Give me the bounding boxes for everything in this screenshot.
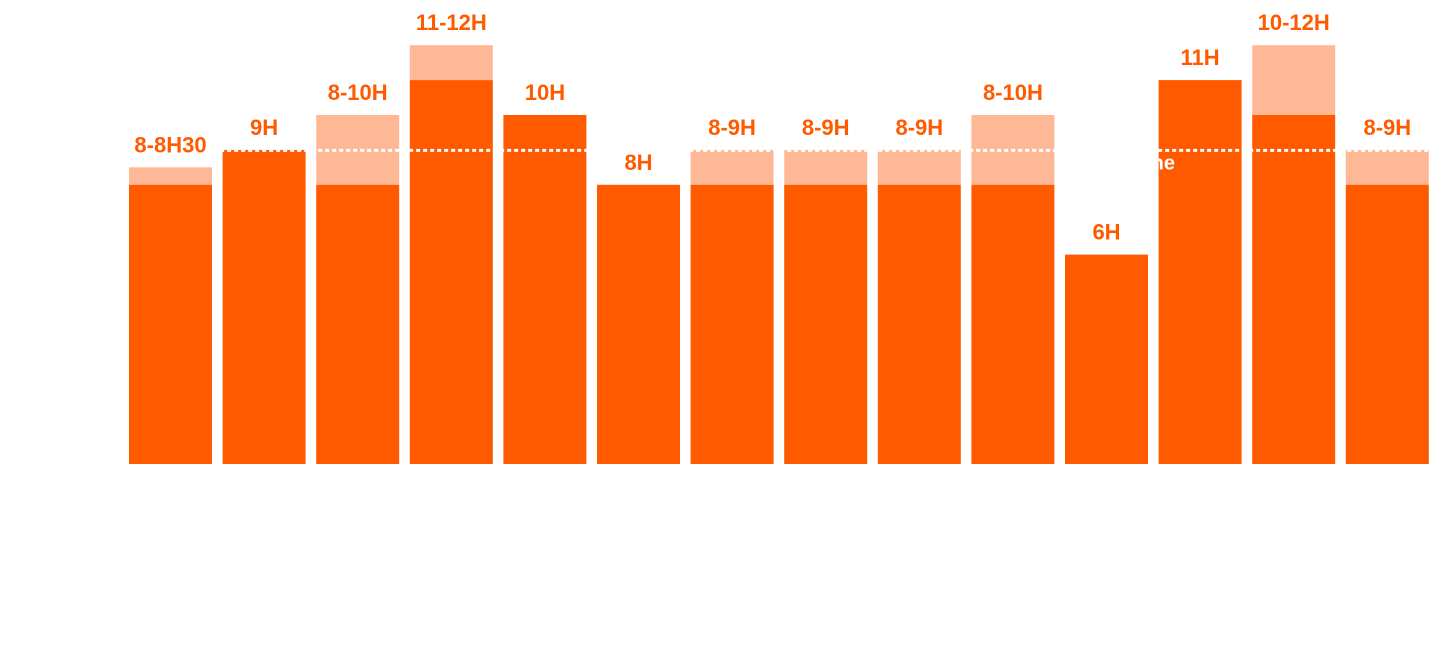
- bar-range-14: [1345, 149, 1429, 185]
- reference-layer: ne: [185, 148, 1429, 174]
- bar-2: [222, 149, 306, 464]
- data-label-9: 8-9H: [895, 115, 943, 140]
- bar-range-13: [1252, 45, 1336, 116]
- bar-5: [503, 115, 587, 464]
- data-label-7: 8-9H: [708, 115, 756, 140]
- data-label-5: 10H: [525, 80, 565, 105]
- data-label-3: 8-10H: [328, 80, 388, 105]
- bar-10: [971, 184, 1055, 465]
- data-label-6: 8H: [624, 150, 652, 175]
- bar-7: [690, 184, 774, 465]
- bar-9: [877, 184, 961, 465]
- data-label-1: 8-8H30: [134, 132, 206, 157]
- bar-13: [1252, 115, 1336, 464]
- bar-12: [1158, 80, 1242, 464]
- bar-8: [784, 184, 868, 465]
- data-label-14: 8-9H: [1363, 115, 1411, 140]
- bar-range-1: [129, 167, 212, 185]
- data-label-11: 6H: [1092, 220, 1120, 245]
- bar-14: [1345, 184, 1429, 465]
- bar-4: [409, 80, 493, 464]
- labels-layer: 8-8H30 9H 8-10H 11-12H 10H 8H 8-9H 8-9H 8-9H 8-10…: [134, 10, 1411, 244]
- bars-layer: [129, 45, 1429, 465]
- data-label-8: 8-9H: [802, 115, 850, 140]
- bar-1: [129, 184, 212, 465]
- data-label-2: 9H: [250, 115, 278, 140]
- reference-line-label: ne: [1152, 152, 1175, 174]
- bar-range-7: [690, 149, 774, 185]
- data-label-13: 10-12H: [1258, 10, 1330, 35]
- bar-range-4: [409, 45, 493, 81]
- bar-range-8: [784, 149, 868, 185]
- bar-range-9: [877, 149, 961, 185]
- bar-range-3: [316, 115, 400, 185]
- data-label-10: 8-10H: [983, 80, 1043, 105]
- data-label-12: 11H: [1181, 45, 1220, 70]
- bar-6: [597, 184, 680, 465]
- bar-3: [316, 184, 400, 465]
- bar-11: [1065, 254, 1148, 464]
- data-label-4: 11-12H: [416, 10, 487, 35]
